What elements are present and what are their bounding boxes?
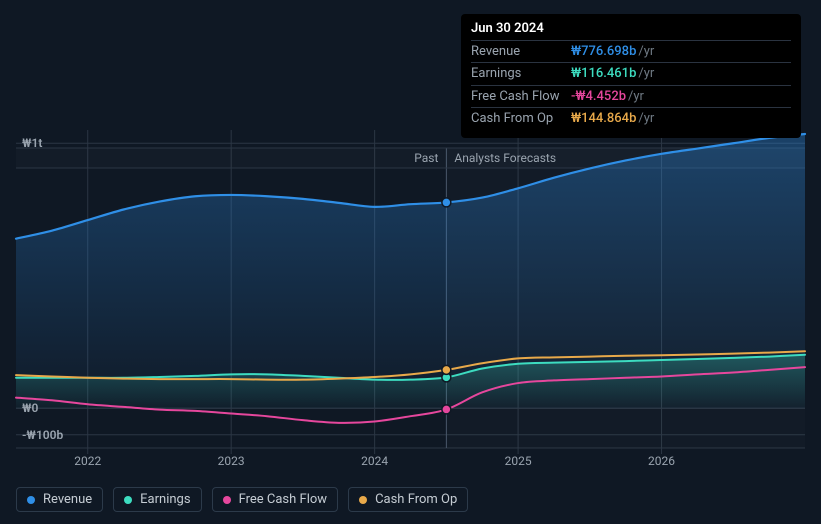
- legend-label: Revenue: [43, 492, 92, 507]
- tooltip-row-value: -₩4.452b: [571, 88, 626, 106]
- tooltip-row-unit: /yr: [628, 88, 644, 106]
- tooltip-row-label: Free Cash Flow: [471, 88, 571, 106]
- tooltip-row-label: Earnings: [471, 65, 571, 83]
- tooltip-row: Free Cash Flow-₩4.452b /yr: [471, 85, 791, 108]
- legend-item-revenue[interactable]: Revenue: [16, 487, 103, 512]
- tooltip-row-unit: /yr: [638, 43, 654, 61]
- y-axis-label: ₩0: [22, 401, 38, 415]
- legend-item-cfo[interactable]: Cash From Op: [348, 487, 468, 512]
- tooltip-row-unit: /yr: [638, 65, 654, 83]
- legend-dot-icon: [223, 496, 231, 504]
- chart-tooltip: Jun 30 2024 Revenue₩776.698b /yrEarnings…: [461, 14, 801, 138]
- tooltip-row-value: ₩144.864b: [571, 110, 636, 128]
- legend-dot-icon: [359, 496, 367, 504]
- tooltip-row: Earnings₩116.461b /yr: [471, 62, 791, 85]
- financial-chart: ₩1t ₩0 -₩100b 2022 2023 2024 2025 2026 Past An…: [0, 0, 821, 524]
- x-axis-label: 2023: [218, 454, 245, 468]
- x-axis-label: 2024: [361, 454, 388, 468]
- tooltip-row-value: ₩116.461b: [571, 65, 636, 83]
- legend-label: Earnings: [140, 492, 190, 507]
- x-axis-label: 2022: [74, 454, 101, 468]
- split-label-past: Past: [414, 151, 438, 165]
- x-axis-label: 2025: [505, 454, 532, 468]
- y-axis-label: ₩1t: [22, 136, 42, 150]
- tooltip-row-unit: /yr: [638, 110, 654, 128]
- tooltip-row-label: Revenue: [471, 43, 571, 61]
- legend-label: Free Cash Flow: [239, 492, 327, 507]
- y-axis-label: -₩100b: [22, 428, 63, 442]
- tooltip-date: Jun 30 2024: [471, 20, 791, 38]
- tooltip-row: Revenue₩776.698b /yr: [471, 40, 791, 63]
- tooltip-row-label: Cash From Op: [471, 110, 571, 128]
- tooltip-row-value: ₩776.698b: [571, 43, 636, 61]
- chart-legend: Revenue Earnings Free Cash Flow Cash From O…: [16, 487, 468, 512]
- legend-item-fcf[interactable]: Free Cash Flow: [212, 487, 338, 512]
- tooltip-row: Cash From Op₩144.864b /yr: [471, 107, 791, 130]
- split-label-forecast: Analysts Forecasts: [454, 151, 556, 165]
- x-axis-label: 2026: [648, 454, 675, 468]
- legend-item-earnings[interactable]: Earnings: [113, 487, 201, 512]
- legend-label: Cash From Op: [375, 492, 457, 507]
- legend-dot-icon: [27, 496, 35, 504]
- legend-dot-icon: [124, 496, 132, 504]
